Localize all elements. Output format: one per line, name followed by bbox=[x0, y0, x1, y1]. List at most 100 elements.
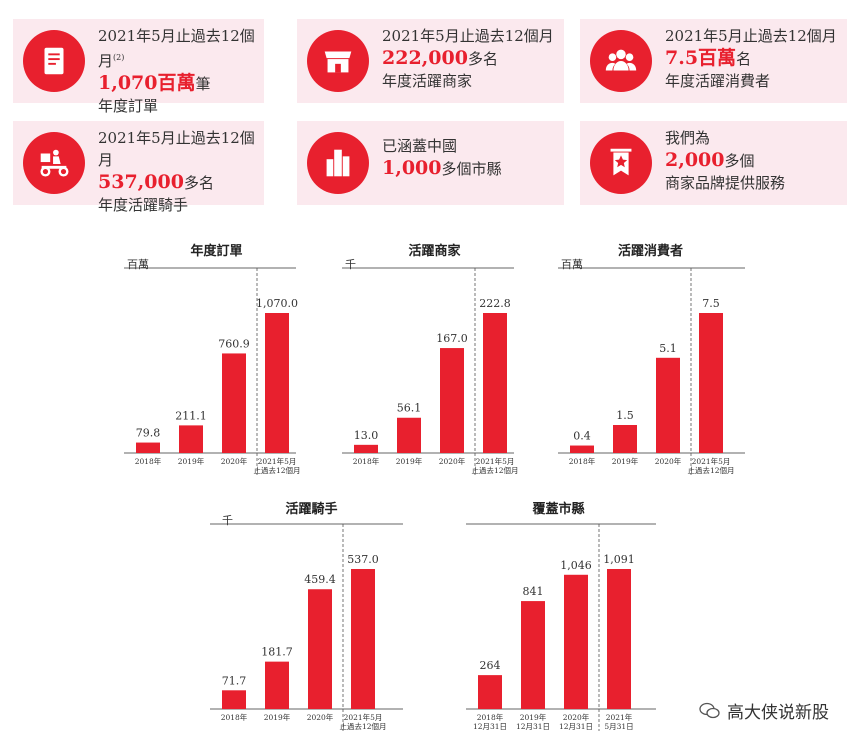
data-label: 841 bbox=[523, 585, 544, 598]
card-suffix: 多名 bbox=[467, 50, 498, 68]
card-period: 2021年5月止過去12個月 bbox=[98, 129, 255, 169]
card-label: 年度活躍商家 bbox=[382, 72, 473, 90]
receipt-icon bbox=[23, 30, 85, 92]
card-value: 222,000 bbox=[382, 47, 468, 69]
data-label: 537.0 bbox=[347, 553, 379, 566]
watermark-text: 高大侠说新股 bbox=[727, 703, 829, 723]
card-label: 年度活躍消費者 bbox=[665, 72, 771, 90]
card-value: 2,000 bbox=[665, 149, 725, 171]
card-period: 已涵蓋中國 bbox=[382, 137, 458, 155]
data-label: 56.1 bbox=[397, 402, 422, 415]
data-label: 760.9 bbox=[218, 337, 250, 350]
bar bbox=[351, 569, 375, 709]
chart-title: 活躍消費者 bbox=[617, 244, 683, 259]
tick-label: 2018年 bbox=[353, 456, 380, 466]
data-label: 71.7 bbox=[222, 674, 247, 687]
tick-label: 2018年 bbox=[569, 456, 596, 466]
bar bbox=[222, 690, 246, 709]
tick-label: 止過去12個月 bbox=[471, 465, 518, 475]
bar bbox=[521, 601, 545, 709]
stat-card-brands: 我們為 2,000多個 商家品牌提供服務 bbox=[580, 121, 847, 205]
card-value: 537,000 bbox=[98, 171, 184, 193]
bar bbox=[570, 445, 594, 453]
data-label: 7.5 bbox=[702, 297, 720, 310]
card-suffix: 多個 bbox=[724, 152, 755, 170]
delivery-scooter-icon bbox=[23, 132, 85, 194]
card-period: 2021年5月止過去12個月(2) bbox=[98, 27, 255, 70]
tick-label: 2020年 bbox=[307, 712, 334, 722]
data-label: 79.8 bbox=[136, 427, 161, 440]
bar bbox=[564, 574, 588, 709]
card-value: 1,070百萬 bbox=[98, 72, 196, 94]
tick-label: 5月31日 bbox=[604, 722, 633, 731]
bar bbox=[397, 417, 421, 453]
data-label: 222.8 bbox=[479, 297, 511, 310]
banner-star-icon bbox=[590, 132, 652, 194]
footnote-marker: (2) bbox=[113, 53, 125, 62]
data-label: 0.4 bbox=[573, 430, 591, 443]
chart-title: 覆蓋市縣 bbox=[532, 502, 585, 517]
storefront-icon bbox=[307, 30, 369, 92]
bar bbox=[699, 313, 723, 453]
stat-card-merchants: 2021年5月止過去12個月 222,000多名 年度活躍商家 bbox=[297, 19, 564, 103]
card-suffix: 筆 bbox=[195, 75, 211, 93]
watermark: 高大侠说新股 bbox=[699, 698, 829, 723]
bar-chart-consumers: 0.4 2018年 1.5 2019年 5.1 2020年 7.5 2021年5月止過去12個… bbox=[558, 267, 745, 475]
bar-chart-cities: 2642018年12月31日8412019年12月31日1,0462020年12… bbox=[466, 523, 656, 731]
chart-title: 活躍商家 bbox=[408, 244, 461, 259]
tick-label: 2019年 bbox=[178, 456, 205, 466]
card-suffix: 多名 bbox=[183, 174, 214, 192]
card-period: 我們為 bbox=[665, 129, 711, 147]
tick-label: 2019年 bbox=[396, 456, 423, 466]
tick-label: 2018年 bbox=[221, 712, 248, 722]
chart-unit: 千 bbox=[222, 514, 233, 527]
buildings-icon bbox=[307, 132, 369, 194]
tick-label: 2019年 bbox=[612, 456, 639, 466]
data-label: 459.4 bbox=[304, 573, 336, 586]
tick-label: 12月31日 bbox=[473, 722, 507, 731]
card-label: 年度訂單 bbox=[98, 97, 159, 115]
bar bbox=[222, 353, 246, 453]
tick-label: 2019年 bbox=[264, 712, 291, 722]
bar bbox=[483, 313, 507, 453]
data-label: 264 bbox=[480, 659, 501, 672]
data-label: 181.7 bbox=[261, 646, 293, 659]
tick-label: 2021年5月 bbox=[258, 456, 297, 466]
chart-title: 活躍騎手 bbox=[285, 502, 338, 517]
data-label: 167.0 bbox=[436, 332, 468, 345]
card-label: 年度活躍騎手 bbox=[98, 196, 189, 214]
card-value: 7.5百萬 bbox=[665, 47, 737, 69]
bar bbox=[265, 661, 289, 709]
data-label: 5.1 bbox=[659, 342, 677, 355]
tick-label: 2018年 bbox=[477, 712, 504, 722]
stat-card-cities: 已涵蓋中國 1,000多個市縣 bbox=[297, 121, 564, 205]
tick-label: 12月31日 bbox=[559, 722, 593, 731]
bar-chart-merchants: 13.0 2018年 56.1 2019年 167.0 2020年 222.8 2021年5月… bbox=[342, 267, 519, 475]
tick-label: 2021年5月 bbox=[692, 456, 731, 466]
data-label: 1,091 bbox=[603, 553, 635, 566]
users-icon bbox=[590, 30, 652, 92]
tick-label: 2021年5月 bbox=[344, 712, 383, 722]
tick-label: 2020年 bbox=[655, 456, 682, 466]
stat-card-consumers: 2021年5月止過去12個月 7.5百萬名 年度活躍消費者 bbox=[580, 19, 847, 103]
tick-label: 2020年 bbox=[439, 456, 466, 466]
bar bbox=[440, 348, 464, 453]
tick-label: 止過去12個月 bbox=[253, 465, 300, 475]
bar bbox=[136, 442, 160, 453]
bar bbox=[613, 425, 637, 453]
bar bbox=[179, 425, 203, 453]
card-value: 1,000 bbox=[382, 157, 442, 179]
bar bbox=[265, 313, 289, 453]
bar bbox=[656, 357, 680, 453]
chart-unit: 千 bbox=[345, 258, 356, 271]
tick-label: 2020年 bbox=[221, 456, 248, 466]
bar bbox=[607, 569, 631, 709]
tick-label: 2021年 bbox=[606, 712, 633, 722]
bar bbox=[478, 675, 502, 709]
card-suffix: 名 bbox=[736, 50, 752, 68]
card-label: 商家品牌提供服務 bbox=[665, 174, 786, 192]
tick-label: 2021年5月 bbox=[476, 456, 515, 466]
tick-label: 2020年 bbox=[563, 712, 590, 722]
tick-label: 止過去12個月 bbox=[339, 721, 386, 731]
card-suffix: 多個市縣 bbox=[441, 160, 502, 178]
